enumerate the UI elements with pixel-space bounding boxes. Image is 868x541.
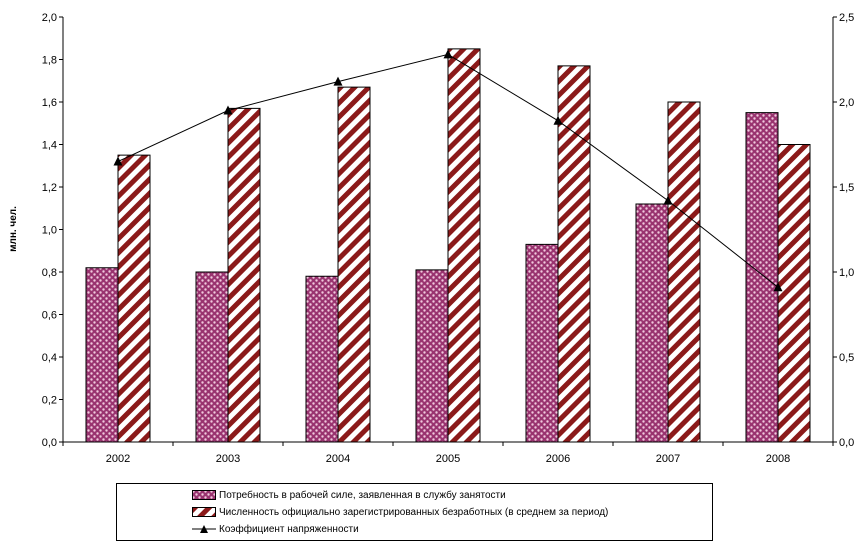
bar-unemployed-2007	[667, 101, 701, 443]
y-tick-label: 1,0	[42, 225, 57, 237]
y-tick-label: 2,0	[42, 12, 57, 24]
x-tick-label: 2002	[106, 453, 130, 465]
bar-unemployed-2003	[227, 107, 261, 443]
bar-demand-2008	[745, 112, 779, 443]
y-tick-label: 1,6	[42, 97, 57, 109]
y2-tick-label: 1,5	[839, 182, 854, 194]
bar-demand-2006	[525, 243, 559, 443]
y-tick-label: 1,2	[42, 182, 57, 194]
bar-unemployed-2008	[777, 144, 811, 443]
bar-demand-2005	[415, 269, 449, 443]
x-tick-label: 2008	[766, 453, 790, 465]
y-tick-label: 0,2	[42, 395, 57, 407]
point-tension-ratio-2006	[553, 115, 563, 125]
bar-demand-2007	[635, 203, 669, 443]
bar-demand-2002	[85, 267, 119, 443]
point-tension-ratio-2008	[773, 282, 783, 292]
y-tick-label: 0,6	[42, 310, 57, 322]
bar-unemployed-2006	[557, 65, 591, 443]
y2-tick-label: 0,0	[839, 437, 854, 449]
point-tension-ratio-2003	[223, 105, 233, 115]
bar-unemployed-2004	[337, 86, 371, 443]
legend-swatch-unemployed	[192, 507, 216, 517]
y2-tick-label: 2,0	[839, 97, 854, 109]
x-tick-label: 2007	[656, 453, 680, 465]
point-tension-ratio-2004	[333, 76, 343, 86]
legend: Потребность в рабочей силе, заявленная в…	[116, 483, 713, 541]
legend-label-demand: Потребность в рабочей силе, заявленная в…	[219, 489, 506, 501]
bar-unemployed-2002	[117, 154, 151, 443]
x-tick-label: 2006	[546, 453, 570, 465]
x-tick-label: 2004	[326, 453, 350, 465]
y2-tick-label: 2,5	[839, 12, 854, 24]
legend-item-tension-ratio: Коэффициент напряженности	[192, 521, 359, 537]
legend-swatch-demand	[192, 490, 216, 500]
bar-demand-2003	[195, 271, 229, 443]
y-axis-label: млн. чел.	[8, 206, 19, 252]
plot-area: 0,0 0,2 0,4 0,6 0,8 1,0 1,2 1,4 1,6 1,8 2,0 0,0 0,5 1…	[42, 12, 855, 465]
bar-unemployed-2005	[447, 48, 481, 443]
y-tick-label: 0,0	[42, 437, 57, 449]
legend-label-unemployed: Численность официально зарегистрированны…	[219, 506, 609, 518]
legend-item-demand: Потребность в рабочей силе, заявленная в…	[192, 487, 506, 503]
y2-tick-label: 0,5	[839, 352, 854, 364]
bar-demand-2004	[305, 275, 339, 443]
y2-tick-label: 1,0	[839, 267, 854, 279]
point-tension-ratio-2002	[113, 156, 123, 166]
point-tension-ratio-2005	[443, 49, 453, 59]
legend-swatch-line	[192, 525, 216, 533]
chart: млн. чел. 0,0 0,2 0,4 0,6 0,8 1,0 1,2 1,4 1,6 1,8…	[8, 12, 855, 465]
x-tick-label: 2005	[436, 453, 460, 465]
y-tick-label: 1,4	[42, 140, 57, 152]
y-tick-label: 0,4	[42, 352, 57, 364]
legend-item-unemployed: Численность официально зарегистрированны…	[192, 504, 608, 520]
y-tick-label: 0,8	[42, 267, 57, 279]
x-tick-label: 2003	[216, 453, 240, 465]
legend-label-tension-ratio: Коэффициент напряженности	[219, 523, 359, 535]
y-tick-label: 1,8	[42, 55, 57, 67]
point-tension-ratio-2007	[663, 195, 673, 205]
